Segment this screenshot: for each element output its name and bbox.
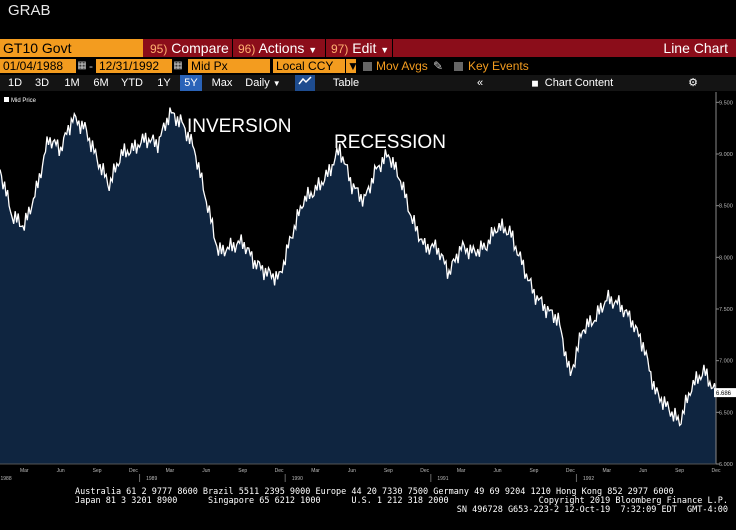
period-ytd[interactable]: YTD <box>121 77 143 89</box>
price-field-select[interactable]: Mid Px <box>188 59 270 73</box>
compare-label: Compare <box>171 40 229 56</box>
y-tick-label: 6.000 <box>719 462 733 468</box>
x-month-label: Jun <box>639 468 647 474</box>
legend-swatch <box>4 97 9 102</box>
period-1m[interactable]: 1M <box>64 77 80 89</box>
x-month-label: Mar <box>20 468 29 474</box>
ticker-field[interactable]: GT10 Govt <box>0 39 143 57</box>
last-value-badge <box>714 388 736 398</box>
actions-number: 96) <box>238 42 256 56</box>
period-3d[interactable]: 3D <box>34 77 50 89</box>
x-month-label: Mar <box>602 468 611 474</box>
end-date-field[interactable]: 12/31/1992 <box>96 59 172 73</box>
x-month-label: Mar <box>166 468 175 474</box>
y-tick-label: 6.500 <box>719 410 733 416</box>
x-month-label: Dec <box>420 468 429 474</box>
edit-label: Edit <box>352 40 377 56</box>
x-month-label: Jun <box>57 468 65 474</box>
table-button[interactable]: Table <box>332 77 360 89</box>
legend-label: Mid Price <box>11 98 37 104</box>
x-month-label: Jun <box>494 468 502 474</box>
y-tick-label: 7.500 <box>719 307 733 313</box>
edit-button[interactable]: 97) Edit ▼ <box>331 39 389 57</box>
annotation-recession: RECESSION <box>334 132 446 153</box>
start-date-field[interactable]: 01/04/1988 <box>0 59 76 73</box>
footer-session: SN 496728 G653-223-2 12-Oct-19 7:32:09 E… <box>456 505 728 515</box>
price-line <box>0 107 717 427</box>
footer-copyright: Copyright 2019 Bloomberg Finance L.P. <box>538 496 728 506</box>
date-separator: - <box>89 59 93 73</box>
period-5y[interactable]: 5Y <box>180 75 202 91</box>
gear-icon[interactable]: ⚙ <box>688 77 698 89</box>
period-6m[interactable]: 6M <box>93 77 109 89</box>
calendar-icon[interactable]: ▦ <box>173 60 183 71</box>
y-tick-label: 8.000 <box>719 255 733 261</box>
x-year-label: 1988 <box>1 476 12 482</box>
collapse-icon[interactable]: « <box>476 77 484 89</box>
x-month-label: Mar <box>457 468 466 474</box>
x-month-label: Jun <box>348 468 356 474</box>
x-month-label: Sep <box>384 468 393 474</box>
period-1d[interactable]: 1D <box>7 77 23 89</box>
period-max[interactable]: Max <box>211 77 233 89</box>
mov-avgs-checkbox[interactable] <box>363 62 372 71</box>
mov-avgs-label: Mov Avgs <box>376 59 428 73</box>
currency-select[interactable]: Local CCY <box>273 59 345 73</box>
chart-content-icon: ◼ <box>531 78 539 88</box>
x-year-label: 1990 <box>292 476 303 482</box>
window-title: GRAB <box>8 2 51 19</box>
actions-button[interactable]: 96) Actions ▼ <box>238 39 317 57</box>
x-month-label: Sep <box>675 468 684 474</box>
x-month-label: Mar <box>311 468 320 474</box>
compare-button[interactable]: 95) Compare <box>150 39 229 57</box>
line-chart-icon[interactable] <box>295 75 315 91</box>
x-month-label: Dec <box>129 468 138 474</box>
y-tick-label: 7.000 <box>719 359 733 365</box>
y-tick-label: 9.500 <box>719 100 733 106</box>
frequency-select[interactable]: Daily ▼ <box>243 75 283 91</box>
footer-contacts-1: Australia 61 2 9777 8600 Brazil 5511 239… <box>75 487 674 497</box>
x-month-label: Sep <box>93 468 102 474</box>
price-area <box>0 107 716 464</box>
compare-number: 95) <box>150 42 168 56</box>
x-year-label: 1991 <box>437 476 448 482</box>
pencil-icon[interactable]: ✎ <box>433 59 444 73</box>
actions-label: Actions <box>258 40 305 56</box>
period-1y[interactable]: 1Y <box>157 77 171 89</box>
chevron-down-icon: ▼ <box>380 45 390 55</box>
x-month-label: Dec <box>712 468 721 474</box>
chevron-down-icon: ▼ <box>308 45 318 55</box>
last-value-label: 6.686 <box>716 391 732 397</box>
y-tick-label: 9.000 <box>719 152 733 158</box>
calendar-icon[interactable]: ▦ <box>77 60 87 71</box>
x-month-label: Dec <box>275 468 284 474</box>
edit-number: 97) <box>331 42 349 56</box>
x-year-label: 1989 <box>146 476 157 482</box>
x-month-label: Dec <box>566 468 575 474</box>
chart-type-label[interactable]: Line Chart <box>663 40 728 56</box>
chevron-down-icon: ▼ <box>272 79 281 88</box>
command-bar <box>0 39 736 57</box>
y-tick-label: 8.500 <box>719 204 733 210</box>
x-year-label: 1992 <box>583 476 594 482</box>
chart-content-button[interactable]: Chart Content <box>544 77 614 89</box>
menu-divider <box>325 39 326 57</box>
x-month-label: Jun <box>202 468 210 474</box>
price-chart[interactable]: 9.500 9.000 8.500 8.000 7.500 7.000 6.500 6.000… <box>0 92 736 486</box>
menu-divider <box>232 39 233 57</box>
frequency-label: Daily <box>245 77 270 89</box>
x-month-label: Sep <box>238 468 247 474</box>
x-month-label: Sep <box>530 468 539 474</box>
key-events-checkbox[interactable] <box>454 62 463 71</box>
key-events-label: Key Events <box>468 59 529 73</box>
menu-divider <box>392 39 393 57</box>
footer-contacts-2: Japan 81 3 3201 8900 Singapore 65 6212 1… <box>75 496 449 506</box>
chevron-down-icon[interactable]: ▼ <box>346 59 359 73</box>
annotation-inversion: INVERSION <box>187 116 292 137</box>
